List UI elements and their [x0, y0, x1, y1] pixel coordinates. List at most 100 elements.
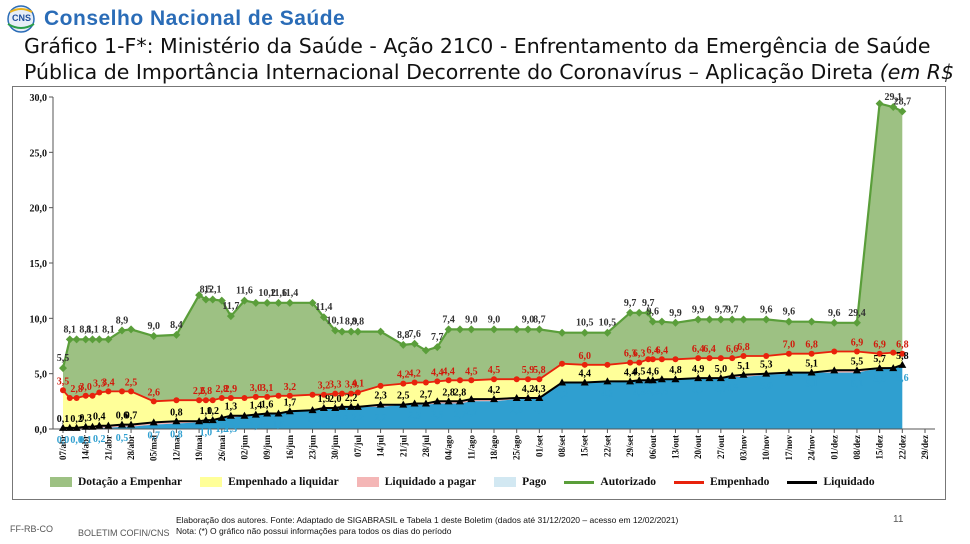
x-tick-label: 14/abr	[81, 435, 91, 460]
data-label-liquidado: 4,4	[578, 369, 591, 380]
data-label-pago: 1,3	[225, 424, 238, 435]
data-label-pago: 5,1	[805, 379, 818, 390]
data-label-empenhado: 2,8	[200, 386, 213, 397]
x-tick-label: 22/set	[602, 435, 612, 457]
org-name: Conselho Nacional de Saúde	[44, 7, 346, 30]
x-tick-label: 15/dez	[875, 435, 885, 460]
x-tick-label: 08/set	[557, 435, 567, 457]
data-label-autorizado: 8,9	[116, 316, 128, 327]
marker-empenhado	[422, 379, 429, 386]
data-label-empenhado: 6,4	[692, 344, 705, 355]
marker-liquidado	[784, 368, 793, 376]
marker-empenhado	[89, 392, 96, 399]
marker-autorizado	[72, 335, 81, 344]
x-tick-label: 12/mai	[171, 435, 181, 461]
data-label-liquidado: 2,0	[329, 394, 342, 405]
data-label-autorizado: 9,0	[465, 314, 478, 325]
marker-autorizado	[784, 317, 793, 326]
data-label-pago: 1,2	[216, 424, 229, 435]
footer-notes: Elaboração dos autores. Fonte: Adaptado …	[176, 515, 678, 537]
legend-item: Empenhado	[674, 476, 769, 488]
marker-liquidado	[95, 421, 104, 429]
data-label-empenhado: 3,3	[329, 380, 342, 391]
marker-empenhado	[876, 350, 883, 357]
marker-autorizado	[319, 313, 328, 322]
marker-empenhado	[491, 376, 497, 383]
x-tick-label: 04/ago	[444, 435, 454, 461]
marker-empenhado	[695, 355, 702, 362]
x-tick-label: 16/jun	[285, 435, 295, 460]
marker-autorizado	[208, 295, 217, 304]
data-label-liquidado: 0,7	[125, 411, 138, 422]
data-label-liquidado: 5,8	[896, 351, 909, 362]
marker-liquidado	[274, 409, 283, 417]
x-tick-label: 28/jul	[421, 435, 431, 458]
data-label-empenhado: 2,8	[70, 384, 83, 395]
x-tick-label: 23/jun	[308, 435, 318, 460]
x-tick-label: 20/out	[693, 435, 703, 459]
marker-autorizado	[603, 328, 612, 337]
marker-autorizado	[251, 298, 260, 307]
marker-autorizado	[580, 328, 589, 337]
legend-swatch	[494, 477, 517, 487]
marker-empenhado	[581, 361, 588, 368]
marker-empenhado	[763, 352, 770, 359]
data-label-liquidado: 0,6	[116, 411, 128, 422]
marker-autorizado	[149, 332, 158, 341]
marker-liquidado	[455, 397, 464, 405]
marker-autorizado	[490, 325, 498, 334]
x-tick-label: 05/mai	[149, 435, 159, 461]
marker-autorizado	[455, 325, 464, 334]
data-label-empenhado: 6,3	[624, 349, 637, 360]
marker-autorizado	[195, 291, 204, 300]
marker-liquidado	[201, 416, 210, 424]
x-tick-label: 25/ago	[512, 435, 522, 461]
marker-autorizado	[716, 315, 725, 324]
marker-empenhado	[536, 376, 543, 383]
marker-autorizado	[728, 315, 737, 324]
marker-liquidado	[353, 402, 362, 410]
marker-autorizado	[671, 318, 680, 327]
marker-liquidado	[331, 403, 340, 411]
data-label-liquidado: 4,2	[488, 385, 501, 396]
marker-liquidado	[81, 422, 90, 430]
marker-empenhado	[377, 382, 384, 389]
marker-empenhado	[831, 348, 838, 355]
x-tick-label: 14/jul	[376, 435, 386, 458]
marker-liquidado	[88, 422, 97, 430]
marker-empenhado	[808, 350, 815, 357]
x-tick-label: 08/dez	[852, 435, 862, 460]
page-number: 11	[893, 514, 904, 525]
x-tick-label: 13/out	[670, 435, 680, 459]
x-tick-label: 01/set	[534, 435, 544, 457]
marker-empenhado	[105, 388, 112, 395]
data-label-autorizado: 9,7	[642, 298, 655, 309]
marker-empenhado	[275, 392, 282, 399]
y-tick-label: 10,0	[30, 314, 48, 325]
data-label-autorizado: 10,5	[599, 318, 617, 329]
marker-liquidado	[626, 377, 635, 385]
marker-autorizado	[739, 315, 748, 324]
data-label-empenhado: 2,8	[216, 384, 229, 395]
data-label-autorizado: 9,9	[669, 308, 682, 319]
marker-empenhado	[636, 359, 643, 366]
marker-empenhado	[309, 391, 316, 398]
legend-swatch	[200, 477, 223, 487]
marker-liquidado	[338, 402, 347, 410]
data-label-pago: 4,1	[533, 404, 546, 415]
marker-autorizado	[263, 298, 272, 307]
data-label-autorizado: 11,7	[222, 301, 239, 312]
data-label-liquidado: 4,4	[624, 367, 637, 378]
legend-swatch	[564, 480, 595, 484]
marker-liquidado	[117, 420, 126, 428]
data-label-liquidado: 0,2	[70, 414, 83, 425]
data-label-pago: 2,5	[431, 410, 444, 421]
data-label-autorizado: 7,7	[431, 332, 444, 343]
data-label-liquidado: 1,7	[284, 397, 297, 408]
marker-empenhado	[740, 352, 747, 359]
data-label-liquidado: 1,4	[250, 401, 263, 412]
marker-liquidado	[875, 364, 884, 372]
data-label-autorizado: 8,1	[102, 324, 115, 335]
marker-empenhado	[173, 397, 180, 404]
marker-autorizado	[201, 295, 210, 304]
